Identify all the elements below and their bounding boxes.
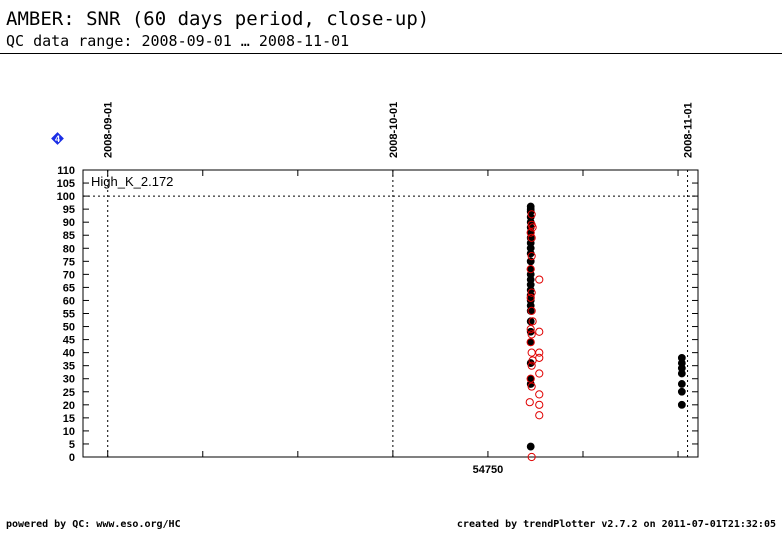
data-point-filled: [677, 369, 686, 378]
data-point-open: [528, 223, 537, 232]
data-point-open: [527, 210, 536, 219]
y-tick-label: 50: [63, 322, 75, 334]
data-point-open: [527, 348, 536, 357]
footer-credit: powered by QC: www.eso.org/HC: [6, 519, 181, 530]
y-tick-label: 0: [69, 452, 75, 464]
y-tick-label: 35: [63, 361, 75, 373]
data-point-filled: [677, 380, 686, 388]
data-point-open: [526, 374, 535, 383]
data-point-open: [528, 356, 537, 365]
data-point-open: [535, 275, 544, 284]
y-tick-label: 95: [63, 204, 75, 216]
date-marker-label: 2008-10-01: [388, 102, 400, 158]
y-tick-label: 70: [63, 269, 75, 281]
data-point-filled: [526, 442, 535, 451]
badge-number: 4: [55, 134, 60, 144]
y-tick-label: 65: [63, 282, 75, 294]
y-tick-label: 85: [63, 230, 75, 242]
plot-label: High_K_2.172: [91, 174, 173, 189]
data-point-open: [535, 411, 544, 420]
y-tick-label: 110: [57, 165, 75, 177]
x-tick-label: 54750: [473, 464, 504, 476]
y-tick-label: 75: [63, 256, 75, 268]
data-point-open: [526, 265, 535, 274]
date-marker-label: 2008-11-01: [683, 102, 695, 158]
data-point-open: [535, 400, 544, 409]
status-badge: 4: [51, 132, 64, 145]
data-point-open: [528, 317, 537, 326]
plot-frame: [82, 169, 699, 458]
data-point-open: [527, 252, 536, 261]
y-tick-label: 5: [69, 439, 75, 451]
data-point-open: [526, 228, 535, 237]
data-point-open: [527, 452, 536, 462]
data-point-open: [535, 353, 544, 362]
data-point-filled: [677, 387, 686, 396]
chart-title: AMBER: SNR (60 days period, close-up): [6, 8, 430, 30]
y-tick-label: 100: [57, 191, 75, 203]
data-point-open: [527, 306, 536, 315]
data-point-open: [527, 233, 536, 242]
y-tick-label: 15: [63, 413, 75, 425]
data-point-open: [535, 390, 544, 399]
data-point-filled: [677, 400, 686, 409]
header-divider: [0, 53, 782, 54]
date-marker-label: 2008-09-01: [103, 102, 115, 158]
y-tick-label: 80: [63, 243, 75, 255]
data-point-open: [527, 288, 536, 297]
data-point-open: [535, 348, 544, 357]
y-tick-label: 45: [63, 335, 75, 347]
chart-subtitle: QC data range: 2008-09-01 … 2008-11-01: [6, 32, 350, 50]
data-point-open: [526, 293, 535, 302]
y-tick-label: 60: [63, 295, 75, 307]
footer-generator: created by trendPlotter v2.7.2 on 2011-0…: [456, 519, 776, 530]
y-tick-label: 10: [63, 426, 75, 438]
y-tick-label: 105: [57, 178, 75, 190]
data-point-open: [527, 382, 536, 391]
data-point-open: [535, 327, 544, 336]
badge-diamond: [51, 132, 64, 145]
data-point-open: [526, 325, 535, 334]
y-tick-label: 55: [63, 309, 75, 321]
y-tick-label: 20: [63, 400, 75, 412]
data-point-open: [527, 361, 536, 370]
y-tick-label: 90: [63, 217, 75, 229]
data-point-open: [526, 338, 535, 347]
y-tick-label: 40: [63, 348, 75, 360]
y-tick-label: 25: [63, 387, 75, 399]
data-point-open: [525, 398, 534, 407]
data-point-open: [527, 330, 536, 339]
y-tick-label: 30: [63, 374, 75, 386]
data-point-open: [535, 369, 544, 378]
